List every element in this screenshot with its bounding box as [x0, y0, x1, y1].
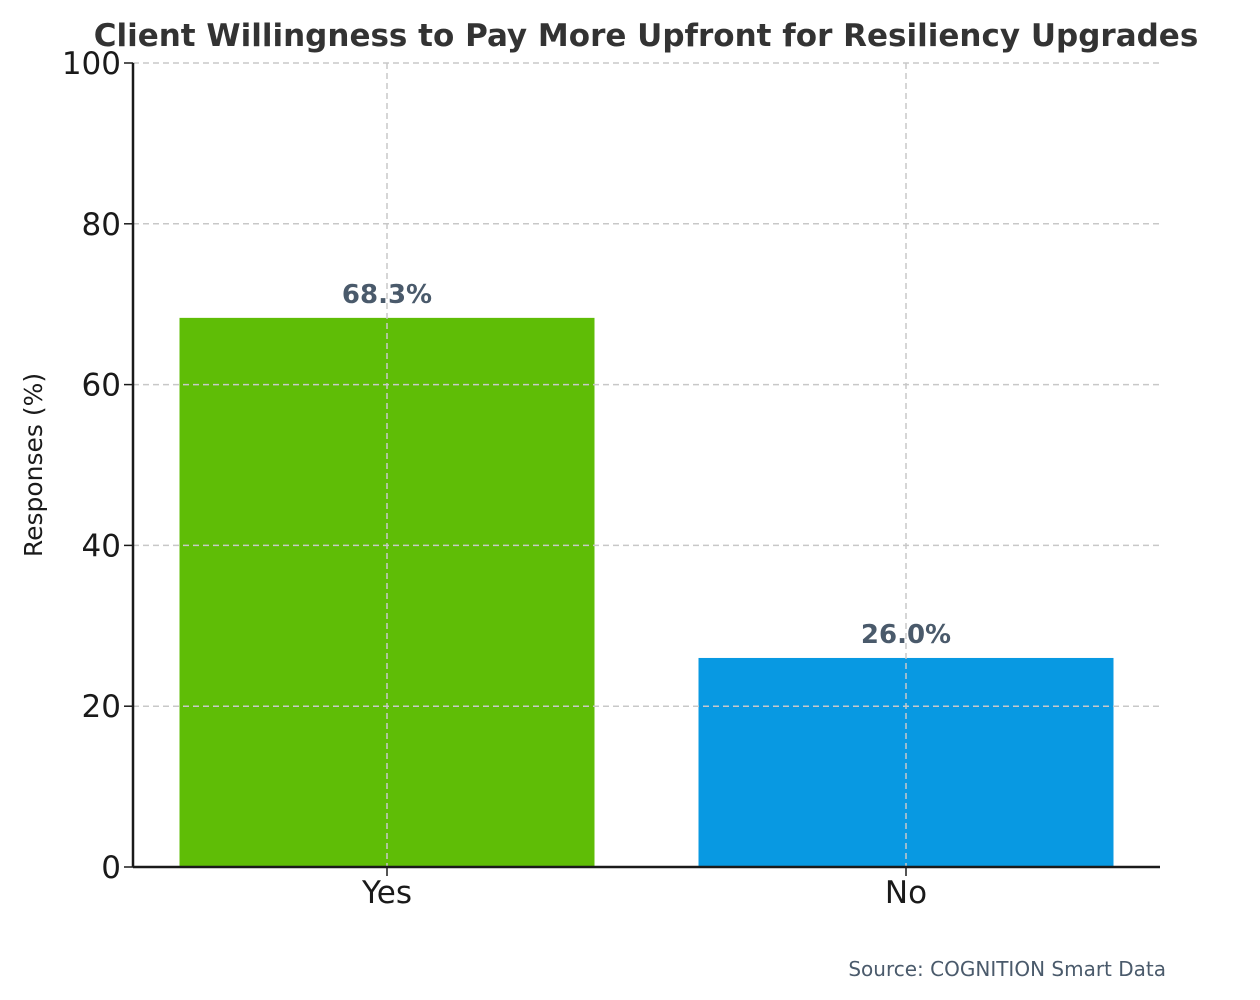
source-note: Source: COGNITION Smart Data [848, 957, 1166, 981]
y-axis-label: Responses (%) [19, 373, 48, 557]
x-tick-label: Yes [361, 875, 412, 911]
bar-no [698, 657, 1114, 867]
y-tick-label: 20 [82, 689, 121, 725]
y-tick-label: 80 [82, 207, 121, 243]
data-label: 68.3% [342, 280, 432, 310]
y-tick-label: 100 [62, 46, 121, 82]
chart-title: Client Willingness to Pay More Upfront f… [94, 18, 1199, 54]
data-label: 26.0% [861, 620, 951, 650]
y-tick-label: 0 [101, 850, 121, 886]
y-tick-label: 40 [82, 528, 121, 564]
x-tick-label: No [885, 875, 927, 911]
y-tick-label: 60 [82, 368, 121, 404]
